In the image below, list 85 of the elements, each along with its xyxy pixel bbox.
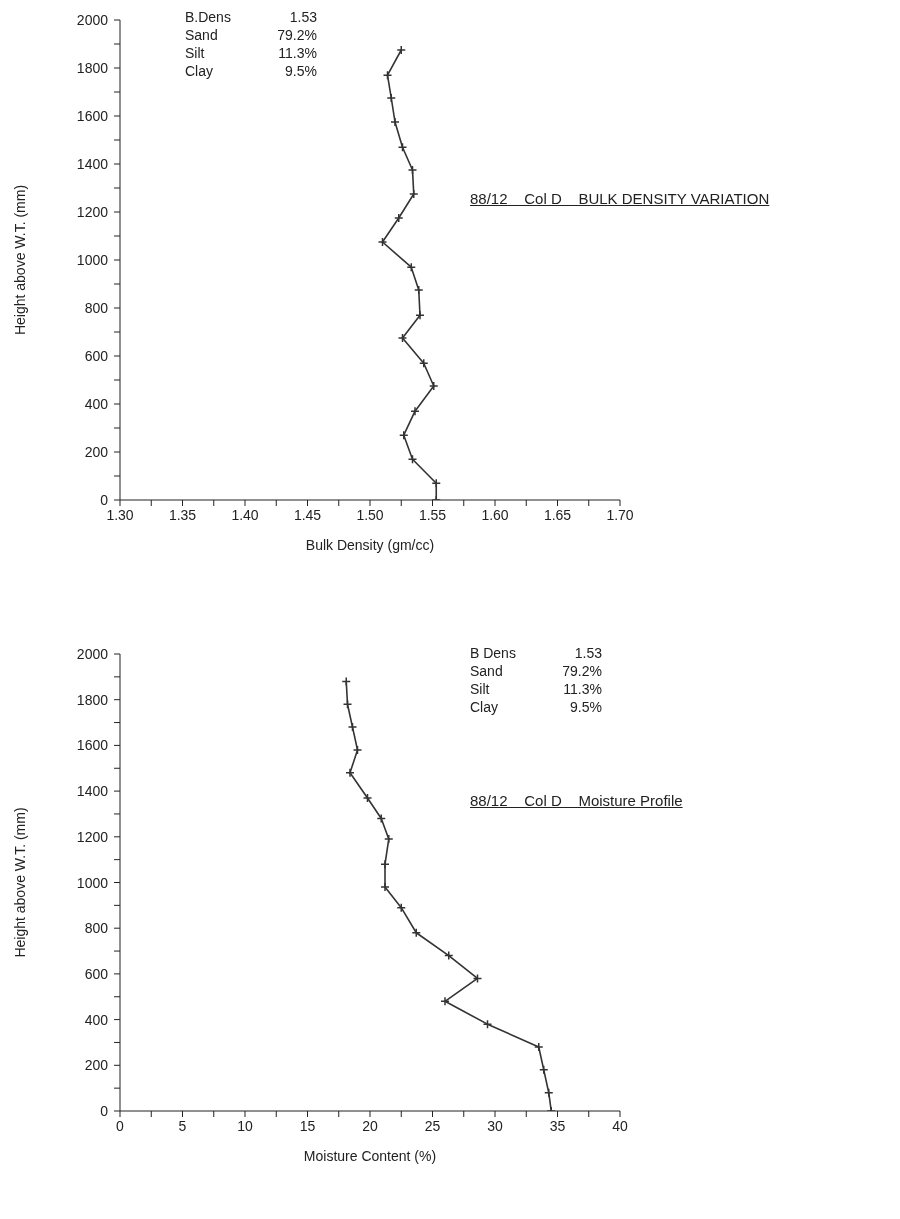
point — [384, 834, 394, 844]
x-tick-label: 1.55 — [418, 507, 447, 523]
x-tick-label: 40 — [612, 1118, 628, 1134]
x-axis-title: Bulk Density (gm/cc) — [305, 537, 435, 553]
y-tick-label: 0 — [100, 1103, 109, 1119]
point — [431, 478, 441, 488]
point — [377, 237, 388, 247]
y-tick-label: 800 — [84, 920, 109, 937]
point — [397, 333, 408, 343]
x-tick-label: 35 — [549, 1118, 566, 1134]
point — [411, 928, 421, 938]
y-tick-label: 1000 — [76, 874, 109, 891]
x-tick-label: 1.70 — [606, 507, 634, 523]
y-tick-label: 1400 — [76, 156, 109, 172]
y-tick-label: 1200 — [76, 828, 109, 845]
y-tick-label: 200 — [84, 1057, 109, 1074]
x-tick-label: 1.65 — [543, 507, 572, 523]
point — [444, 950, 454, 961]
point — [544, 1087, 554, 1098]
point — [394, 213, 404, 223]
point — [409, 189, 419, 199]
x-tick-label: 25 — [424, 1118, 441, 1134]
point — [399, 430, 409, 440]
text: Silt 11.3% — [470, 681, 602, 697]
x-axis-title: Moisture Content (%) — [303, 1148, 437, 1164]
point — [380, 882, 390, 892]
point — [415, 310, 425, 320]
y-axis-title: Height above W.T. (mm) — [11, 807, 28, 958]
y-tick-label: 2000 — [76, 646, 109, 662]
point — [347, 722, 358, 732]
point — [352, 745, 363, 755]
point — [410, 406, 420, 416]
point — [482, 1019, 493, 1029]
y-tick-label: 0 — [100, 492, 109, 508]
point — [419, 358, 429, 368]
y-tick-label: 600 — [84, 348, 109, 364]
point — [429, 381, 439, 391]
text: Clay 9.5% — [185, 63, 317, 79]
y-tick-label: 2000 — [76, 12, 109, 28]
y-tick-label: 1200 — [76, 204, 109, 220]
x-tick-label: 1.50 — [356, 507, 384, 523]
y-tick-label: 200 — [84, 444, 109, 460]
x-tick-label: 15 — [299, 1118, 316, 1134]
y-tick-label: 400 — [84, 396, 109, 412]
point — [380, 859, 390, 869]
y-tick-label: 1600 — [76, 737, 109, 754]
y-tick-label: 400 — [84, 1011, 109, 1028]
x-tick-label: 1.35 — [168, 507, 197, 523]
y-tick-label: 1800 — [76, 691, 109, 708]
y-tick-label: 600 — [84, 965, 109, 982]
point — [534, 1042, 544, 1052]
point — [396, 45, 406, 55]
text: Clay 9.5% — [470, 699, 602, 715]
x-tick-label: 1.45 — [293, 507, 322, 523]
text: Sand 79.2% — [470, 663, 602, 679]
text: B.Dens 1.53 — [185, 9, 317, 25]
point — [414, 285, 424, 295]
point — [539, 1065, 549, 1075]
x-tick-label: 20 — [362, 1118, 378, 1134]
text: Silt 11.3% — [185, 45, 317, 61]
text: 88/12 Col D BULK DENSITY VARIATION — [470, 190, 770, 207]
point — [440, 996, 450, 1007]
text: B Dens 1.53 — [470, 645, 602, 661]
point — [407, 165, 418, 175]
x-tick-label: 5 — [178, 1118, 187, 1134]
point — [407, 454, 418, 464]
point — [406, 262, 416, 272]
x-tick-label: 1.40 — [231, 507, 259, 523]
x-tick-label: 10 — [237, 1118, 253, 1134]
x-tick-label: 0 — [116, 1118, 125, 1134]
text: Sand 79.2% — [185, 27, 317, 43]
x-tick-label: 30 — [487, 1118, 503, 1134]
y-tick-label: 800 — [84, 300, 109, 316]
y-tick-label: 1800 — [76, 60, 109, 76]
point — [382, 70, 393, 80]
point — [345, 768, 355, 778]
y-tick-label: 1000 — [76, 252, 109, 268]
y-tick-label: 1400 — [76, 783, 109, 800]
y-axis-title: Height above W.T. (mm) — [11, 184, 28, 336]
x-tick-label: 1.60 — [481, 507, 509, 523]
text: 88/12 Col D Moisture Profile — [470, 792, 683, 809]
point — [362, 793, 373, 803]
point — [397, 142, 408, 152]
x-tick-label: 1.30 — [106, 507, 134, 523]
y-tick-label: 1600 — [76, 108, 109, 124]
